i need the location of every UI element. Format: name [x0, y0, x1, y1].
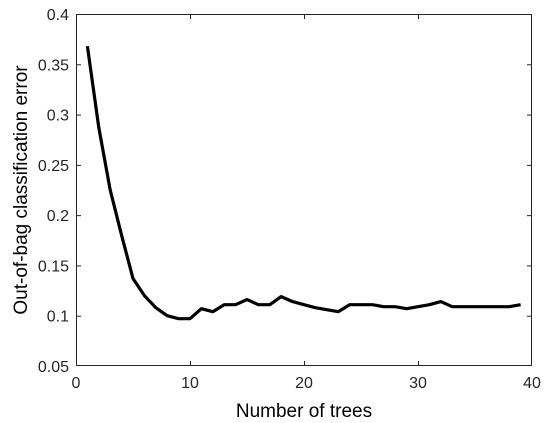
y-tick-label: 0.4 — [47, 7, 69, 24]
y-tick-label: 0.35 — [38, 57, 69, 74]
y-tick-label: 0.15 — [38, 258, 69, 275]
series-line — [85, 45, 521, 321]
x-axis-label: Number of trees — [236, 401, 372, 422]
y-tick-label: 0.2 — [47, 208, 69, 225]
x-tick-label: 20 — [295, 375, 313, 392]
series-lines — [85, 45, 521, 321]
x-tick-label: 30 — [409, 375, 427, 392]
x-tick-label: 40 — [523, 375, 541, 392]
y-axis-ticks: 0.05 0.1 0.15 0.2 0.25 0.3 0.35 0.4 — [38, 7, 532, 376]
y-axis-label: Out-of-bag classification error — [11, 65, 32, 315]
y-tick-label: 0.3 — [47, 108, 69, 125]
x-tick-label: 10 — [181, 375, 199, 392]
plot-area-frame — [76, 14, 532, 366]
y-tick-label: 0.05 — [38, 359, 69, 376]
y-tick-label: 0.25 — [38, 158, 69, 175]
y-tick-label: 0.1 — [47, 309, 69, 326]
x-tick-label: 0 — [72, 375, 81, 392]
x-axis-ticks: 0 10 20 30 40 — [72, 14, 541, 392]
